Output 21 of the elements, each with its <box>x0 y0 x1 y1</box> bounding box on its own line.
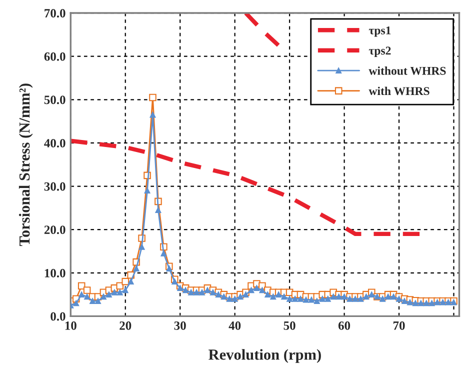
y-tick-label: 40.0 <box>44 138 66 148</box>
x-tick-label: 70 <box>393 321 405 330</box>
x-tick-label: 10 <box>65 321 76 330</box>
y-axis-title: Torsional Stress (N/mm²) <box>18 84 33 246</box>
y-tick-label: 50.0 <box>44 96 66 104</box>
x-tick-label: 20 <box>120 321 132 330</box>
x-tick-label: 50 <box>284 321 296 330</box>
legend-label: with WHRS <box>368 86 430 96</box>
y-tick-label: 20.0 <box>44 226 66 234</box>
y-tick-label: 0.0 <box>50 312 66 321</box>
y-tick-label: 60.0 <box>44 52 66 61</box>
y-tick-label: 70.0 <box>44 9 66 18</box>
legend-label: τps1 <box>368 26 391 37</box>
y-tick-label: 10.0 <box>44 268 66 278</box>
x-tick-label: 60 <box>338 321 350 330</box>
x-tick-label: 40 <box>228 321 241 330</box>
legend-label: τps2 <box>368 46 391 58</box>
legend-label: without WHRS <box>368 66 446 75</box>
x-axis-title: Revolution (rpm) <box>208 349 321 363</box>
y-tick-label: 30.0 <box>44 182 66 191</box>
x-tick-label: 30 <box>174 321 186 330</box>
